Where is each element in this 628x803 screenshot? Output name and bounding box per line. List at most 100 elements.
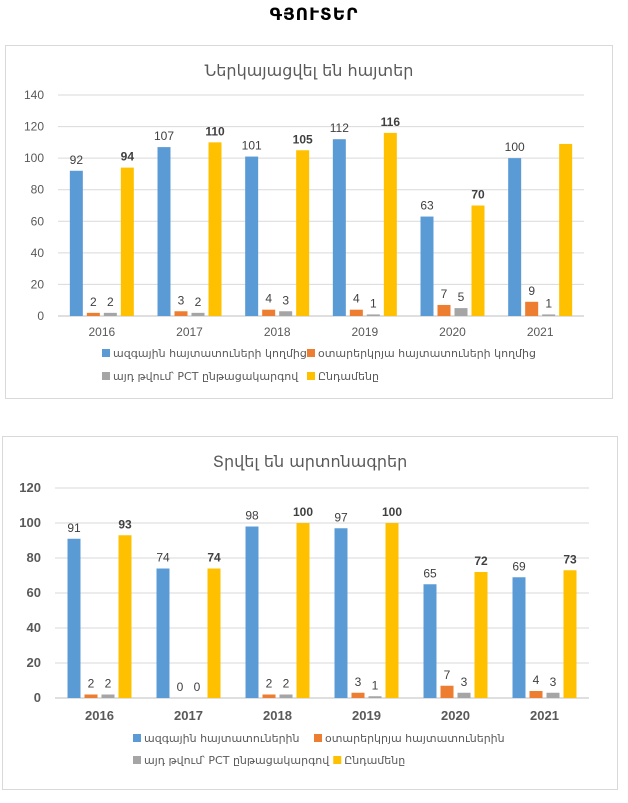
legend-label: օտարերկրյա հայտատուների կողմից: [318, 347, 536, 360]
y-tick-label: 120: [19, 480, 41, 495]
bar: [334, 528, 348, 698]
bar: [546, 692, 560, 698]
y-tick-label: 20: [27, 655, 41, 670]
bar: [279, 311, 293, 316]
x-tick-label: 2019: [352, 708, 381, 723]
bar: [296, 523, 310, 698]
data-label: 94: [121, 150, 135, 164]
bar: [245, 526, 259, 698]
data-label: 100: [293, 505, 313, 519]
data-label: 5: [458, 290, 465, 304]
data-label: 2: [266, 677, 273, 691]
bar: [351, 692, 365, 698]
y-tick-label: 0: [37, 309, 44, 323]
bar: [420, 216, 434, 316]
bar: [437, 304, 451, 316]
data-label: 74: [156, 551, 170, 565]
bar: [69, 170, 83, 316]
bar: [454, 308, 468, 316]
data-label: 100: [505, 140, 525, 154]
data-label: 101: [242, 139, 262, 153]
data-label: 1: [372, 678, 379, 692]
data-label: 3: [282, 293, 289, 307]
data-label: 7: [441, 287, 448, 301]
patents-chart: Տրվել են արտոնագրեր 0 20 40 60 80 100 120 2016 91…: [2, 436, 618, 790]
data-label: 91: [67, 521, 81, 535]
y-tick-label: 100: [19, 515, 41, 530]
bar: [156, 568, 170, 698]
bar: [542, 314, 556, 316]
legend-swatch: [314, 734, 322, 742]
bar: [101, 694, 115, 698]
data-label: 65: [423, 566, 437, 580]
data-label: 74: [207, 551, 221, 565]
bar: [103, 312, 117, 316]
y-tick-label: 80: [27, 550, 41, 565]
bar: [262, 309, 276, 316]
data-label: 72: [474, 554, 488, 568]
bar: [559, 143, 573, 316]
x-tick-label: 2017: [174, 708, 203, 723]
bar: [120, 167, 134, 316]
data-label: 97: [334, 510, 348, 524]
legend-label: օտարերկրյա հայտատուներին: [325, 732, 505, 745]
x-tick-label: 2021: [530, 708, 559, 723]
legend-label: Ընդամենը: [318, 370, 379, 383]
data-label: 1: [370, 296, 377, 310]
bar: [208, 142, 222, 316]
bar: [86, 312, 100, 316]
x-tick-label: 2019: [351, 325, 378, 339]
legend-swatch: [307, 349, 315, 357]
x-tick-label: 2018: [263, 708, 292, 723]
data-label: 2: [88, 677, 95, 691]
legend-label: այդ թվում՝ PCT ընթացակարգով: [113, 370, 299, 383]
bar: [512, 577, 526, 698]
y-tick-label: 100: [24, 151, 44, 165]
data-label: 100: [382, 505, 402, 519]
bar: [440, 685, 454, 698]
data-label: 9: [528, 284, 535, 298]
data-label: 70: [471, 188, 485, 202]
data-label: 92: [70, 153, 84, 167]
data-label: 112: [330, 121, 349, 135]
bar: [296, 150, 310, 316]
data-label: 4: [265, 292, 272, 306]
bar: [118, 535, 132, 698]
bar: [279, 694, 293, 698]
legend-swatch: [133, 756, 141, 764]
bar: [349, 309, 363, 316]
data-label: 107: [154, 129, 174, 143]
x-tick-label: 2018: [264, 325, 291, 339]
legend-label: ազգային հայտատուների կողմից: [113, 347, 307, 360]
bar: [457, 692, 471, 698]
bar: [474, 572, 488, 698]
legend-swatch: [102, 349, 110, 357]
legend-label: Ընդամենը: [344, 754, 405, 767]
y-tick-label: 120: [24, 120, 44, 134]
bar: [245, 156, 259, 316]
y-tick-label: 60: [27, 585, 41, 600]
bar: [67, 538, 81, 698]
y-tick-label: 40: [27, 620, 41, 635]
bar: [207, 568, 221, 698]
legend-swatch: [102, 372, 110, 380]
y-tick-label: 140: [24, 88, 44, 102]
bar: [191, 312, 205, 316]
bar: [529, 691, 543, 698]
legend-swatch: [333, 756, 342, 764]
x-tick-label: 2020: [441, 708, 470, 723]
data-label: 3: [355, 675, 362, 689]
data-label: 3: [178, 293, 185, 307]
page-title: ԳՅՈՒՏԵՐ: [269, 5, 359, 25]
data-label: 4: [533, 673, 540, 687]
bar: [423, 584, 437, 698]
data-label: 2: [90, 295, 97, 309]
y-tick-label: 0: [34, 690, 41, 705]
applications-chart-svg: Ներկայացվել են հայտեր 0 20 40 60 80 100 120 140 2…: [24, 61, 584, 383]
chart-title: Տրվել են արտոնագրեր: [213, 452, 408, 471]
data-label: 4: [353, 292, 360, 306]
bar: [471, 205, 485, 316]
data-label: 98: [245, 509, 259, 523]
data-label: 0: [177, 680, 184, 694]
x-tick-label: 2016: [88, 325, 115, 339]
